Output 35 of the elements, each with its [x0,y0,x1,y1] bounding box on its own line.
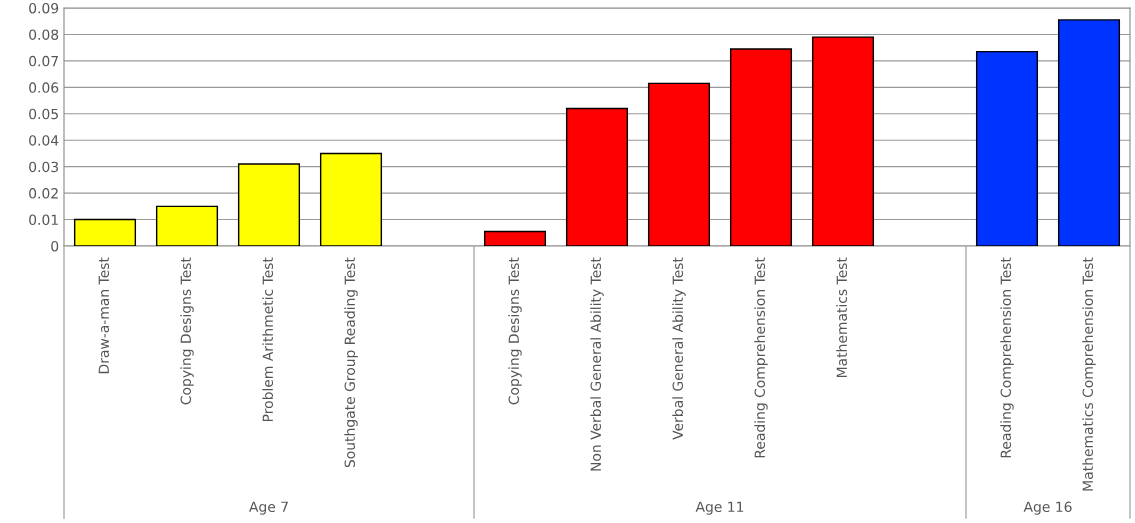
bar [237,163,301,246]
y-tick-label: 0.08 [29,29,59,40]
bar [565,107,629,246]
y-tick-label: 0.07 [29,55,58,67]
bar [1057,19,1121,246]
x-tick-label: Mathematics Test [836,257,848,378]
x-tick-label: Southgate Group Reading Test [344,257,358,468]
text: Age 11 [695,501,744,515]
x-tick-label: Mathematics Comprehension Test [1082,257,1096,491]
bar [483,230,547,246]
bar [155,205,219,246]
x-tick-label: Verbal General Ability Test [672,257,686,440]
y-tick-label: 0.04 [29,135,59,146]
text: Age 7 [249,501,288,515]
bar [319,152,383,246]
bar [729,48,793,246]
y-tick-label: 0.06 [29,82,59,93]
bar [975,50,1039,246]
x-tick-label: Reading Comprehension Test [1000,257,1014,458]
y-tick-label: 0.09 [29,2,59,14]
bar [647,82,711,246]
bar [73,218,137,246]
text: Age 16 [1023,501,1072,515]
x-tick-label: Problem Arithmetic Test [262,257,274,422]
y-tick-label: 0.05 [29,108,58,120]
x-tick-label: Draw-a-man Test [98,257,110,374]
y-tick-label: 0.03 [29,161,59,173]
bar [811,36,875,246]
x-tick-label: Copying Designs Test [508,257,522,405]
x-tick-label: Copying Designs Test [180,257,194,405]
x-tick-label: Non Verbal General Ability Test [590,257,604,471]
y-tick-label: 0.01 [29,214,58,226]
y-tick-label: 0.02 [29,188,58,199]
x-tick-label: Reading Comprehension Test [754,257,768,458]
y-tick-label: 0 [51,240,59,252]
